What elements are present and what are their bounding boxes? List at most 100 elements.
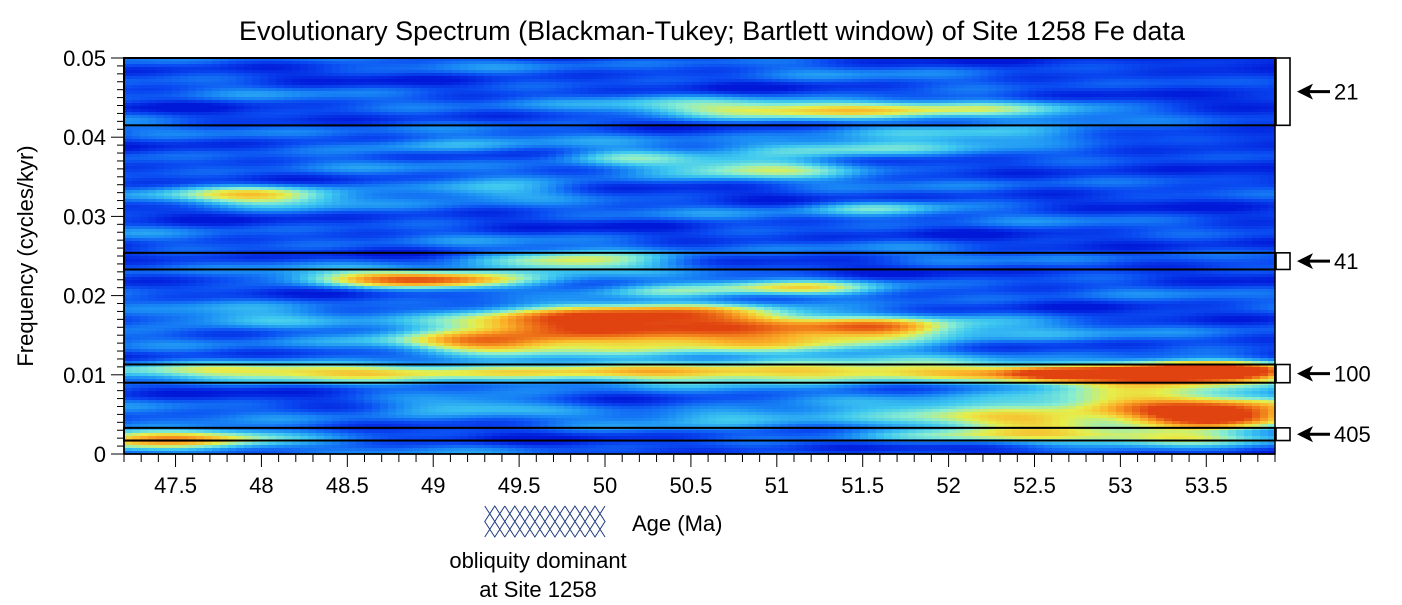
heatmap-cell (788, 76, 797, 80)
heatmap-cell (412, 73, 421, 77)
heatmap-cell (436, 79, 445, 83)
heatmap-cell (204, 79, 213, 83)
heatmap-cell (1132, 67, 1141, 71)
heatmap-cell (484, 64, 493, 68)
heatmap-cell (1228, 85, 1237, 89)
heatmap-cell (916, 76, 925, 80)
heatmap-cell (932, 97, 941, 101)
heatmap-cell (1044, 97, 1053, 101)
heatmap-cell (1140, 76, 1149, 80)
heatmap-cell (692, 64, 701, 68)
heatmap-cell (964, 64, 973, 68)
heatmap-cell (396, 94, 405, 98)
heatmap-cell (724, 67, 733, 71)
heatmap-cell (140, 82, 149, 86)
heatmap-cell (900, 88, 909, 92)
heatmap-cell (892, 67, 901, 71)
heatmap-cell (692, 88, 701, 92)
heatmap-cell (676, 100, 685, 104)
heatmap-cell (1140, 82, 1149, 86)
heatmap-cell (276, 88, 285, 92)
heatmap-cell (324, 79, 333, 83)
heatmap-cell (668, 82, 677, 86)
heatmap-cell (1220, 88, 1229, 92)
heatmap-cell (812, 58, 821, 62)
heatmap-cell (620, 73, 629, 77)
heatmap-cell (412, 79, 421, 83)
heatmap-cell (1268, 100, 1275, 104)
heatmap-cell (372, 67, 381, 71)
heatmap-cell (796, 73, 805, 77)
heatmap-cell (892, 94, 901, 98)
heatmap-cell (308, 91, 317, 95)
heatmap-cell (196, 100, 205, 104)
heatmap-cell (380, 106, 389, 110)
heatmap-cell (380, 82, 389, 86)
heatmap-cell (812, 73, 821, 77)
heatmap-cell (420, 85, 429, 89)
heatmap-cell (796, 64, 805, 68)
heatmap-cell (292, 88, 301, 92)
heatmap-cell (724, 97, 733, 101)
heatmap-cell (308, 103, 317, 107)
heatmap-cell (1004, 76, 1013, 80)
heatmap-cell (1044, 64, 1053, 68)
heatmap-cell (828, 67, 837, 71)
heatmap-cell (1220, 67, 1229, 71)
heatmap-cell (668, 97, 677, 101)
heatmap-cell (1060, 76, 1069, 80)
heatmap-cell (916, 58, 925, 62)
heatmap-cell (1164, 82, 1173, 86)
heatmap-cell (324, 100, 333, 104)
heatmap-cell (420, 97, 429, 101)
heatmap-cell (396, 91, 405, 95)
heatmap-cell (548, 70, 557, 74)
heatmap-cell (1028, 58, 1037, 62)
heatmap-cell (1172, 85, 1181, 89)
heatmap-cell (956, 79, 965, 83)
heatmap-cell (164, 61, 173, 65)
heatmap-cell (572, 64, 581, 68)
chart-title: Evolutionary Spectrum (Blackman-Tukey; B… (239, 16, 1186, 46)
heatmap-cell (1268, 79, 1275, 83)
heatmap-cell (628, 79, 637, 83)
heatmap-cell (1012, 100, 1021, 104)
heatmap-cell (388, 61, 397, 65)
heatmap-cell (676, 91, 685, 95)
heatmap-cell (548, 97, 557, 101)
heatmap-cell (140, 61, 149, 65)
heatmap-cell (996, 76, 1005, 80)
heatmap-cell (572, 106, 581, 110)
heatmap-cell (1220, 97, 1229, 101)
heatmap-cell (1236, 64, 1245, 68)
heatmap-cell (948, 91, 957, 95)
heatmap-cell (252, 97, 261, 101)
heatmap-cell (300, 73, 309, 77)
heatmap-cell (884, 67, 893, 71)
heatmap-cell (508, 70, 517, 74)
heatmap-cell (916, 97, 925, 101)
heatmap-cell (620, 94, 629, 98)
heatmap-cell (180, 61, 189, 65)
heatmap-cell (1164, 61, 1173, 65)
heatmap-cell (564, 88, 573, 92)
heatmap-cell (460, 73, 469, 77)
heatmap-cell (188, 97, 197, 101)
heatmap-cell (340, 76, 349, 80)
heatmap-cell (244, 88, 253, 92)
heatmap-cell (860, 82, 869, 86)
heatmap-cell (1116, 91, 1125, 95)
heatmap-cell (420, 91, 429, 95)
heatmap-cell (628, 97, 637, 101)
heatmap-cell (428, 76, 437, 80)
heatmap-cell (1100, 100, 1109, 104)
heatmap-cell (196, 85, 205, 89)
heatmap-cell (716, 76, 725, 80)
heatmap-cell (500, 94, 509, 98)
heatmap-cell (348, 67, 357, 71)
heatmap-cell (1244, 103, 1253, 107)
heatmap-cell (652, 67, 661, 71)
heatmap-cell (892, 85, 901, 89)
heatmap-cell (852, 88, 861, 92)
heatmap-cell (1052, 85, 1061, 89)
